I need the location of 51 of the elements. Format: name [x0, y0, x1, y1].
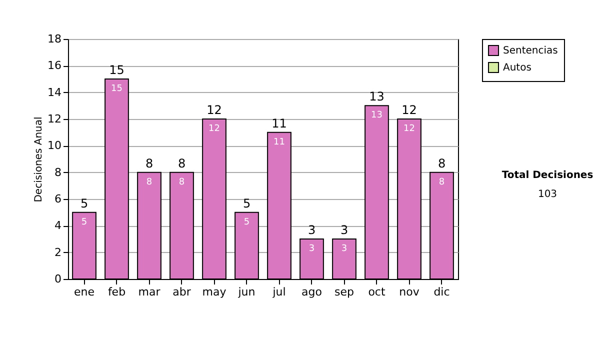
y-tick-label: 16 — [48, 59, 62, 72]
total-label: 13 — [369, 90, 384, 104]
data-label: 8 — [146, 177, 152, 188]
data-label: 15 — [111, 84, 122, 94]
x-tick-label: oct — [368, 286, 386, 298]
text: Total Decisiones — [500, 170, 594, 181]
total-label: 8 — [178, 156, 186, 170]
data-label: 8 — [178, 177, 185, 188]
data-label: 5 — [244, 217, 250, 228]
y-tick-label: 8 — [54, 166, 62, 179]
total-label: 3 — [340, 223, 348, 237]
x-tick-label: jun — [237, 286, 256, 298]
data-label: 12 — [208, 124, 220, 134]
legend-label: Autos — [503, 62, 532, 74]
data-label: 11 — [274, 137, 285, 148]
total-label: 3 — [308, 223, 316, 237]
data-label: 13 — [371, 110, 382, 121]
total-label: 15 — [109, 63, 124, 77]
y-tick-label: 10 — [48, 139, 62, 152]
y-tick-label: 18 — [48, 32, 62, 46]
y-tick-label: 12 — [48, 112, 62, 126]
data-label: 5 — [81, 217, 88, 228]
y-tick-label: 14 — [48, 86, 62, 99]
total-label: 8 — [145, 156, 154, 170]
y-tick-label: 6 — [54, 192, 62, 206]
y-tick-label: 0 — [54, 272, 62, 286]
y-tick-label: 4 — [54, 219, 62, 232]
total-label: 12 — [402, 103, 417, 117]
x-tick-label: feb — [108, 286, 126, 298]
x-tick-label: abr — [172, 286, 192, 298]
total-label: 5 — [80, 196, 88, 210]
data-label: 8 — [438, 177, 445, 188]
x-tick-label: ago — [302, 286, 322, 298]
x-tick-label: mar — [138, 286, 161, 298]
y-tick-label: 2 — [54, 246, 62, 259]
total-label: 5 — [242, 196, 251, 210]
total-label: 11 — [272, 116, 287, 130]
x-tick-label: jul — [272, 286, 286, 298]
x-tick-label: nov — [399, 286, 420, 298]
x-tick-label: sep — [334, 286, 354, 298]
legend-label: Sentencias — [503, 46, 558, 56]
data-label: 12 — [404, 124, 415, 134]
x-tick-label: ene — [74, 286, 95, 298]
data-label: 3 — [308, 244, 315, 254]
x-tick-label: may — [202, 286, 227, 298]
y-axis-title: Decisiones Anual — [34, 116, 45, 202]
x-tick-label: dic — [434, 286, 450, 298]
data-label: 3 — [341, 244, 348, 254]
total-label: 8 — [438, 156, 446, 170]
text: 103 — [536, 189, 558, 200]
total-label: 12 — [206, 103, 222, 117]
